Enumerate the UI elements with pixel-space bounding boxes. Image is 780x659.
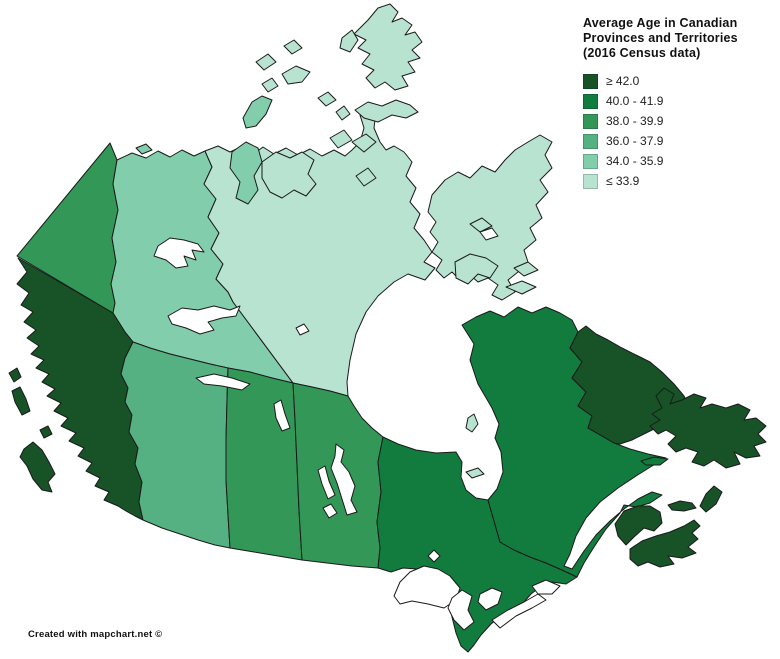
nettilling-lake bbox=[479, 227, 499, 241]
region-borden-island[interactable] bbox=[283, 39, 303, 55]
legend-rows: ≥ 42.0 40.0 - 41.9 38.0 - 39.9 36.0 - 37… bbox=[583, 71, 773, 191]
legend-row: ≤ 33.9 bbox=[583, 171, 773, 191]
region-newfoundland-island[interactable] bbox=[649, 387, 767, 469]
legend-label: 36.0 - 37.9 bbox=[606, 134, 664, 148]
legend-label: ≤ 33.9 bbox=[606, 174, 640, 188]
lake-ontario bbox=[531, 579, 561, 595]
legend-row: 34.0 - 35.9 bbox=[583, 151, 773, 171]
lake-superior bbox=[393, 565, 461, 609]
region-vancouver-island[interactable] bbox=[19, 441, 56, 493]
region-melville-island[interactable] bbox=[281, 65, 311, 85]
legend-label: 38.0 - 39.9 bbox=[606, 114, 664, 128]
legend-swatch bbox=[583, 73, 598, 89]
legend-swatch bbox=[583, 113, 598, 129]
region-mansel-island[interactable] bbox=[513, 261, 539, 277]
lake-manitoba bbox=[322, 503, 338, 519]
legend-swatch bbox=[583, 93, 598, 109]
region-anticosti-island[interactable] bbox=[640, 456, 669, 466]
watermark-credit: Created with mapchart.net © bbox=[28, 629, 163, 640]
legend-swatch bbox=[583, 153, 598, 169]
georgian-bay bbox=[477, 587, 503, 611]
map-legend: Average Age in Canadian Provinces and Te… bbox=[583, 16, 773, 191]
region-nunavut-mainland[interactable] bbox=[203, 107, 436, 397]
region-prince-edward-island[interactable] bbox=[667, 500, 697, 512]
region-prince-charles-island[interactable] bbox=[469, 217, 493, 233]
region-cornwallis-island[interactable] bbox=[335, 105, 351, 121]
region-victoria-island-west[interactable] bbox=[229, 141, 263, 205]
region-saskatchewan[interactable] bbox=[225, 367, 303, 561]
region-devon-island[interactable] bbox=[354, 99, 419, 123]
legend-label: 34.0 - 35.9 bbox=[606, 154, 664, 168]
region-alberta[interactable] bbox=[120, 341, 231, 549]
region-southampton-island[interactable] bbox=[454, 253, 499, 285]
dubawnt-lake bbox=[295, 323, 310, 336]
lake-athabasca bbox=[195, 373, 251, 391]
region-haida-gwaii-north[interactable] bbox=[8, 367, 22, 383]
legend-label: 40.0 - 41.9 bbox=[606, 94, 664, 108]
reindeer-lake bbox=[273, 399, 291, 432]
legend-title: Average Age in Canadian Provinces and Te… bbox=[583, 16, 773, 61]
region-ellesmere-island[interactable] bbox=[353, 3, 423, 91]
region-prince-patrick-island[interactable] bbox=[255, 53, 277, 71]
region-king-william-island[interactable] bbox=[355, 167, 377, 187]
region-prince-of-wales-island[interactable] bbox=[329, 129, 353, 149]
region-nt-coast-islet[interactable] bbox=[135, 143, 153, 155]
region-bc-coastal-islet[interactable] bbox=[39, 425, 53, 439]
legend-row: 40.0 - 41.9 bbox=[583, 91, 773, 111]
legend-row: 36.0 - 37.9 bbox=[583, 131, 773, 151]
great-bear-lake bbox=[153, 237, 205, 269]
region-haida-gwaii-south[interactable] bbox=[11, 386, 31, 416]
lake-huron bbox=[447, 589, 475, 631]
lake-winnipeg bbox=[330, 443, 358, 516]
region-coats-island[interactable] bbox=[505, 280, 537, 295]
lake-nipigon bbox=[427, 549, 441, 563]
region-akimiski-island[interactable] bbox=[465, 467, 485, 479]
region-bathurst-island[interactable] bbox=[317, 91, 337, 107]
legend-title-line-1: Average Age in Canadian bbox=[583, 16, 738, 30]
region-new-brunswick[interactable] bbox=[614, 505, 663, 546]
region-somerset-island[interactable] bbox=[351, 133, 377, 153]
region-banks-island[interactable] bbox=[242, 95, 273, 129]
region-victoria-island-east[interactable] bbox=[261, 151, 317, 199]
region-eglinton-island[interactable] bbox=[261, 77, 279, 93]
legend-title-line-2: Provinces and Territories bbox=[583, 31, 738, 45]
legend-swatch bbox=[583, 133, 598, 149]
lake-winnipegosis bbox=[317, 465, 336, 500]
region-cape-breton-island[interactable] bbox=[699, 485, 723, 513]
legend-title-line-3: (2016 Census data) bbox=[583, 46, 701, 60]
legend-row: 38.0 - 39.9 bbox=[583, 111, 773, 131]
legend-row: ≥ 42.0 bbox=[583, 71, 773, 91]
legend-swatch bbox=[583, 173, 598, 189]
region-axel-heiberg-island[interactable] bbox=[339, 29, 359, 53]
great-slave-lake bbox=[167, 305, 241, 335]
region-belcher-islands[interactable] bbox=[465, 413, 479, 433]
lake-erie bbox=[491, 593, 547, 629]
region-nova-scotia[interactable] bbox=[629, 519, 701, 568]
legend-label: ≥ 42.0 bbox=[606, 74, 640, 88]
